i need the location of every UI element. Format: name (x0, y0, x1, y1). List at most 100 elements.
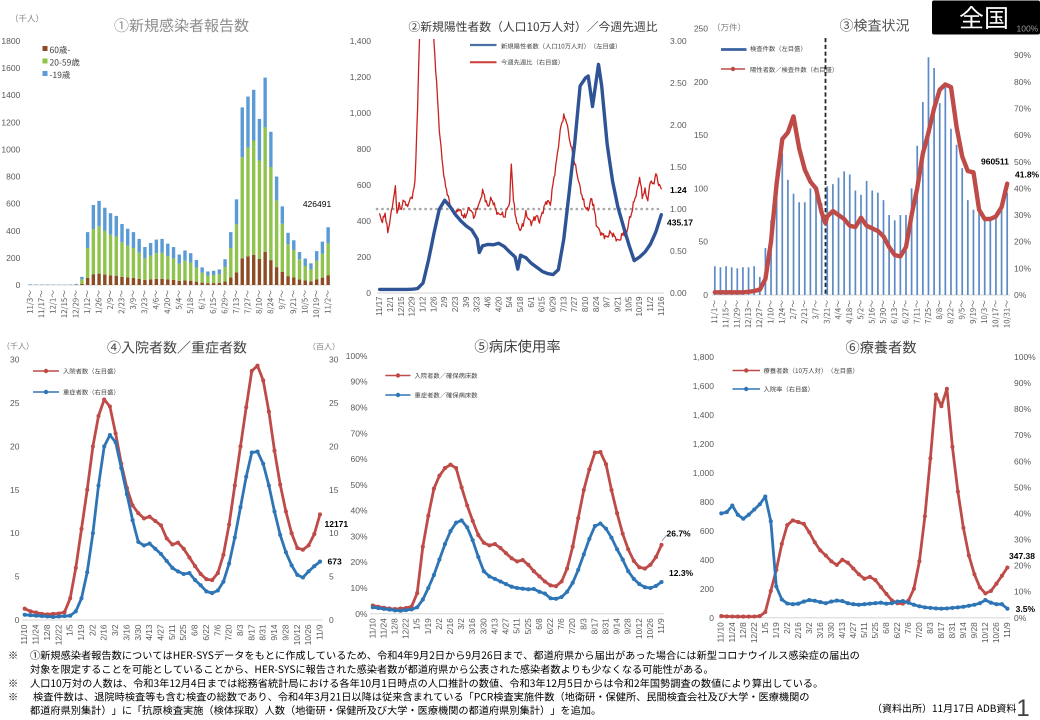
svg-text:8/31: 8/31 (600, 618, 610, 635)
svg-text:12/29: 12/29 (408, 296, 417, 317)
svg-text:150: 150 (694, 130, 708, 140)
svg-text:1/19: 1/19 (76, 624, 86, 641)
svg-text:1.24: 1.24 (670, 185, 687, 195)
svg-text:12/22: 12/22 (53, 624, 63, 645)
svg-text:7/6: 7/6 (903, 622, 913, 634)
svg-text:2/9: 2/9 (440, 296, 449, 308)
svg-text:1200: 1200 (1, 117, 20, 127)
svg-text:1,400: 1,400 (693, 410, 715, 420)
svg-text:12/15: 12/15 (397, 296, 406, 317)
svg-text:1/19: 1/19 (423, 618, 433, 635)
svg-text:11/2: 11/2 (646, 296, 655, 312)
svg-text:7/6: 7/6 (556, 618, 566, 630)
svg-text:11/9: 11/9 (314, 624, 324, 640)
svg-text:1/5: 1/5 (65, 624, 75, 636)
svg-text:4/27: 4/27 (501, 618, 511, 635)
svg-text:1600: 1600 (1, 63, 20, 73)
svg-text:3/30: 3/30 (478, 618, 488, 635)
svg-text:5/11: 5/11 (512, 618, 522, 634)
svg-text:2.00: 2.00 (670, 120, 687, 130)
svg-text:30%: 30% (1014, 210, 1031, 220)
svg-text:11/10: 11/10 (19, 624, 29, 645)
svg-text:6/8: 6/8 (190, 624, 200, 636)
svg-text:12/22: 12/22 (401, 618, 411, 639)
svg-text:1000: 1000 (1, 144, 20, 154)
svg-text:400: 400 (6, 226, 20, 236)
svg-text:12171: 12171 (325, 519, 349, 529)
svg-text:40%: 40% (1014, 183, 1031, 193)
svg-text:7/20: 7/20 (567, 618, 577, 635)
svg-text:4/13: 4/13 (837, 622, 847, 639)
svg-text:50%: 50% (1014, 157, 1031, 167)
svg-text:200: 200 (6, 253, 20, 263)
svg-text:1,200: 1,200 (350, 72, 372, 82)
svg-text:50%: 50% (1014, 482, 1031, 492)
svg-text:9/7: 9/7 (603, 296, 612, 308)
svg-text:426491: 426491 (303, 199, 332, 209)
svg-text:11/9: 11/9 (656, 618, 666, 634)
svg-text:5/11: 5/11 (859, 622, 869, 638)
svg-text:6/22: 6/22 (201, 624, 211, 641)
svg-text:5/25: 5/25 (523, 618, 533, 635)
svg-text:70%: 70% (1014, 430, 1031, 440)
svg-text:0%: 0% (1014, 613, 1027, 623)
svg-text:80%: 80% (1014, 404, 1031, 414)
svg-text:2.50: 2.50 (670, 78, 687, 88)
svg-text:0: 0 (16, 280, 21, 290)
svg-text:6/8: 6/8 (881, 622, 891, 634)
svg-text:5/18: 5/18 (516, 296, 525, 312)
svg-text:11/16: 11/16 (657, 296, 666, 316)
svg-text:12/1: 12/1 (386, 296, 395, 312)
svg-text:1,800: 1,800 (693, 352, 715, 362)
svg-text:60%: 60% (1014, 130, 1031, 140)
svg-text:8/31: 8/31 (947, 622, 957, 639)
svg-text:10/12: 10/12 (292, 624, 302, 645)
svg-text:5/4: 5/4 (505, 296, 514, 308)
svg-text:800: 800 (357, 144, 371, 154)
svg-text:9/14: 9/14 (958, 622, 968, 639)
svg-text:0%: 0% (1014, 290, 1027, 300)
svg-text:200: 200 (357, 252, 371, 262)
svg-text:4/13: 4/13 (144, 624, 154, 641)
svg-text:5/25: 5/25 (870, 622, 880, 639)
svg-text:90%: 90% (350, 377, 367, 387)
svg-text:2/2: 2/2 (434, 618, 444, 630)
svg-text:10%: 10% (1014, 263, 1031, 273)
svg-text:3/16: 3/16 (467, 618, 477, 635)
svg-text:3/23: 3/23 (473, 296, 482, 312)
svg-text:673: 673 (328, 557, 342, 567)
svg-text:20%: 20% (1014, 561, 1031, 571)
svg-text:41.8%: 41.8% (1015, 170, 1040, 180)
svg-text:0: 0 (366, 288, 371, 298)
svg-text:6/22: 6/22 (545, 618, 555, 635)
svg-text:2/2: 2/2 (87, 624, 97, 636)
svg-text:4/27: 4/27 (155, 624, 165, 641)
svg-text:20: 20 (329, 441, 339, 451)
svg-text:3/16: 3/16 (121, 624, 131, 641)
svg-text:8/3: 8/3 (235, 624, 245, 636)
svg-text:6/29: 6/29 (548, 296, 557, 312)
svg-text:1,000: 1,000 (693, 468, 715, 478)
svg-text:12/8: 12/8 (42, 624, 52, 641)
svg-text:1/26: 1/26 (429, 296, 438, 312)
svg-text:10/26: 10/26 (645, 618, 655, 639)
svg-text:70%: 70% (350, 428, 367, 438)
svg-text:4/27: 4/27 (848, 622, 858, 639)
svg-text:11/10: 11/10 (367, 618, 377, 639)
svg-text:50: 50 (699, 237, 709, 247)
svg-text:30: 30 (10, 355, 20, 365)
svg-text:90%: 90% (1014, 378, 1031, 388)
svg-text:347.38: 347.38 (1009, 551, 1035, 561)
svg-text:800: 800 (700, 497, 714, 507)
svg-text:9/28: 9/28 (623, 618, 633, 635)
svg-text:4/20: 4/20 (494, 296, 503, 312)
svg-text:7/6: 7/6 (212, 624, 222, 636)
svg-text:10%: 10% (1014, 587, 1031, 597)
svg-text:3/9: 3/9 (462, 296, 471, 308)
svg-text:80%: 80% (1014, 77, 1031, 87)
svg-text:10/5: 10/5 (624, 296, 633, 312)
svg-text:8/17: 8/17 (589, 618, 599, 635)
svg-text:2/2: 2/2 (782, 622, 792, 634)
svg-text:20%: 20% (1014, 237, 1031, 247)
svg-text:11/10: 11/10 (716, 622, 726, 643)
